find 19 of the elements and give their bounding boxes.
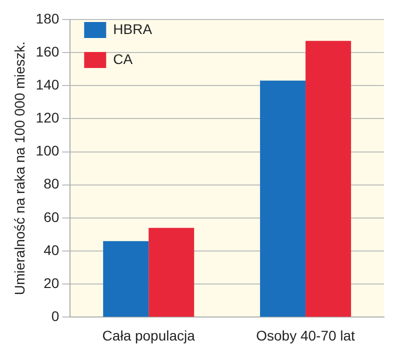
x-tick-label: Osoby 40-70 lat — [256, 327, 356, 344]
legend-label: CA — [113, 50, 134, 67]
bar — [306, 40, 352, 317]
y-tick-label: 140 — [36, 76, 60, 92]
y-tick-label: 100 — [36, 142, 60, 159]
y-tick-label: 20 — [44, 274, 60, 291]
bar — [260, 80, 306, 317]
y-tick-label: 80 — [44, 176, 60, 192]
legend-label: HBRA — [113, 20, 153, 37]
y-tick-label: 60 — [44, 208, 60, 225]
y-tick-label: 120 — [36, 110, 60, 126]
y-axis-title: Umieralność na raka na 100 000 mieszk. — [11, 41, 28, 296]
y-tick-label: 180 — [36, 10, 60, 26]
y-tick-label: 160 — [36, 43, 60, 60]
y-tick-label: 0 — [51, 308, 60, 324]
bar — [103, 241, 149, 317]
x-tick-label: Cała populacja — [102, 327, 196, 344]
bar — [148, 228, 194, 317]
y-tick-label: 40 — [44, 242, 60, 258]
